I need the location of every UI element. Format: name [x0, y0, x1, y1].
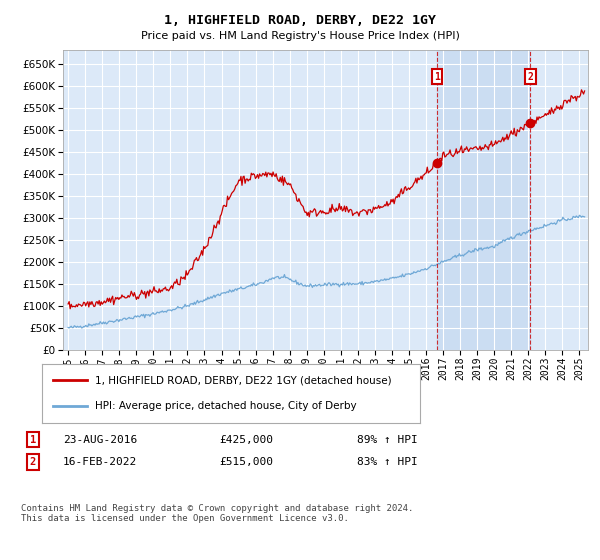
Text: HPI: Average price, detached house, City of Derby: HPI: Average price, detached house, City…	[95, 402, 356, 412]
Text: Price paid vs. HM Land Registry's House Price Index (HPI): Price paid vs. HM Land Registry's House …	[140, 31, 460, 41]
Text: £515,000: £515,000	[219, 457, 273, 467]
Text: 83% ↑ HPI: 83% ↑ HPI	[357, 457, 418, 467]
Text: 1, HIGHFIELD ROAD, DERBY, DE22 1GY: 1, HIGHFIELD ROAD, DERBY, DE22 1GY	[164, 14, 436, 27]
Text: 1: 1	[30, 435, 36, 445]
Text: 2: 2	[30, 457, 36, 467]
Text: £425,000: £425,000	[219, 435, 273, 445]
Text: 23-AUG-2016: 23-AUG-2016	[63, 435, 137, 445]
Text: 2: 2	[527, 72, 533, 82]
Text: 1: 1	[434, 72, 440, 82]
Text: 1, HIGHFIELD ROAD, DERBY, DE22 1GY (detached house): 1, HIGHFIELD ROAD, DERBY, DE22 1GY (deta…	[95, 375, 392, 385]
Text: 89% ↑ HPI: 89% ↑ HPI	[357, 435, 418, 445]
Text: Contains HM Land Registry data © Crown copyright and database right 2024.
This d: Contains HM Land Registry data © Crown c…	[21, 504, 413, 524]
Bar	[437, 50, 530, 350]
Text: 16-FEB-2022: 16-FEB-2022	[63, 457, 137, 467]
